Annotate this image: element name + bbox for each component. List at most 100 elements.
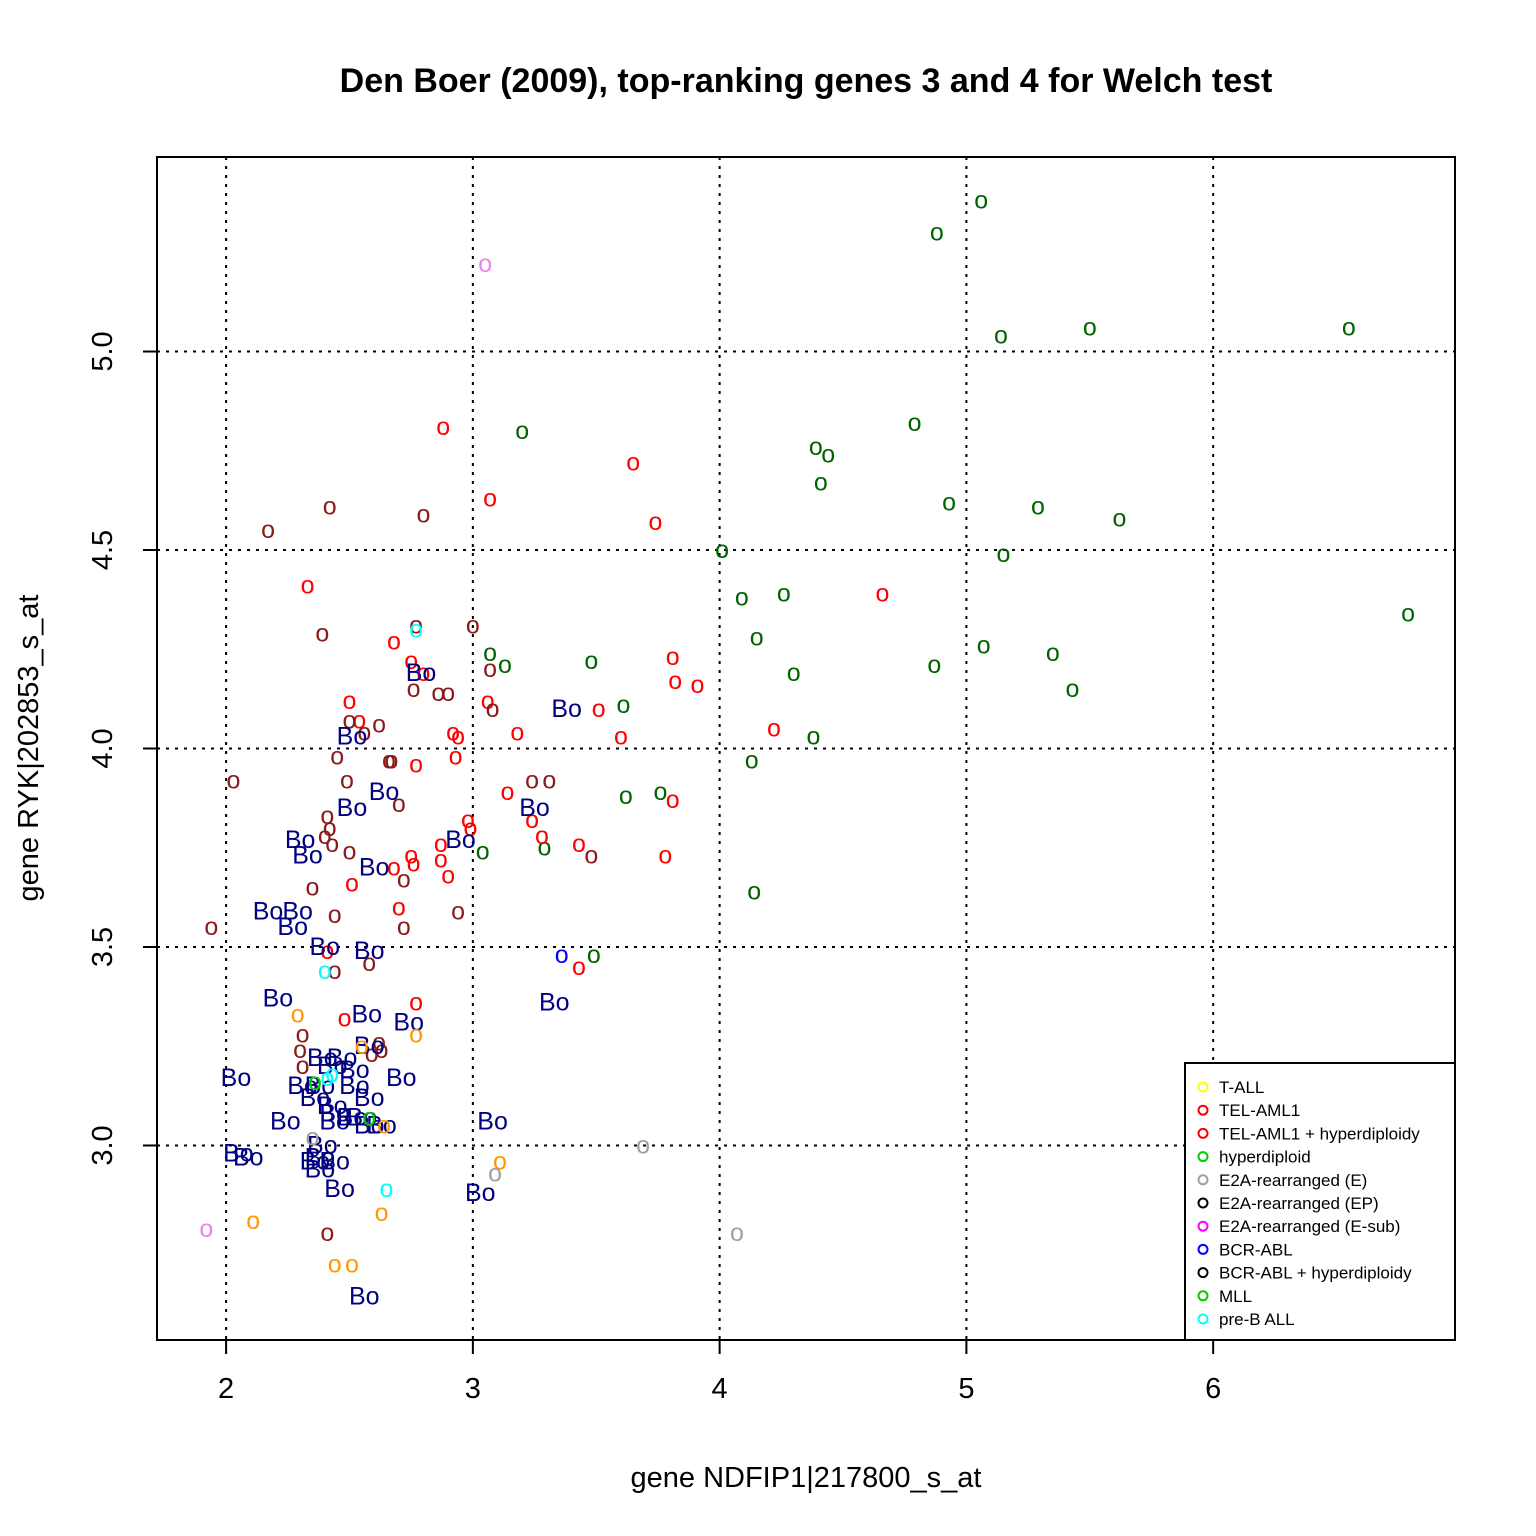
data-point: Bo	[221, 1064, 252, 1092]
data-point: Bo	[337, 1104, 368, 1132]
data-point: Bo	[327, 1044, 358, 1072]
data-point: o	[375, 1199, 389, 1227]
data-point: o	[777, 580, 791, 608]
data-point: o	[626, 449, 640, 477]
data-point: Bo	[369, 778, 400, 806]
data-point: o	[461, 806, 475, 834]
data-point: o	[653, 778, 667, 806]
data-point: o	[441, 862, 455, 890]
data-point: o	[407, 675, 421, 703]
data-point: o	[308, 1068, 322, 1096]
data-point: o	[767, 715, 781, 743]
data-point: o	[246, 1207, 260, 1235]
data-point: o	[584, 842, 598, 870]
data-point: Bo	[300, 1147, 331, 1175]
data-point: Bo	[307, 1131, 338, 1159]
data-point: Bo	[319, 1100, 350, 1128]
data-point: o	[930, 218, 944, 246]
data-point: o	[1112, 504, 1126, 532]
data-point: o	[478, 250, 492, 278]
data-point: Bo	[551, 695, 582, 723]
data-point: o	[614, 723, 628, 751]
data-point: o	[377, 1112, 391, 1140]
data-point: o	[320, 1064, 334, 1092]
data-point: o	[407, 850, 421, 878]
data-point: Bo	[519, 794, 550, 822]
data-point: Bo	[233, 1143, 264, 1171]
data-point: o	[372, 711, 386, 739]
y-tick-label: 3.5	[87, 927, 119, 967]
data-point: o	[463, 814, 477, 842]
data-point: Bo	[305, 1143, 336, 1171]
data-point: Bo	[349, 1282, 380, 1310]
data-point: Bo	[305, 1155, 336, 1183]
legend-marker	[1197, 1313, 1209, 1325]
y-tick-label: 4.0	[87, 728, 119, 768]
data-point: o	[666, 786, 680, 814]
data-point: o	[357, 719, 371, 747]
data-point: o	[328, 957, 342, 985]
data-point: o	[942, 488, 956, 516]
data-point: o	[446, 719, 460, 747]
data-point: o	[227, 766, 241, 794]
data-point: Bo	[354, 1032, 385, 1060]
data-point: Bo	[319, 1108, 350, 1136]
data-point: Bo	[393, 1008, 424, 1036]
data-point: o	[362, 949, 376, 977]
legend-label: pre-B ALL	[1219, 1310, 1295, 1329]
data-point: o	[352, 707, 366, 735]
data-point: o	[434, 846, 448, 874]
data-point: o	[515, 417, 529, 445]
data-point: Bo	[253, 897, 284, 925]
data-point: Bo	[539, 989, 570, 1017]
data-point: Bo	[347, 1104, 378, 1132]
data-point: o	[927, 651, 941, 679]
data-point: o	[572, 830, 586, 858]
legend-marker	[1197, 1127, 1209, 1139]
data-point: o	[404, 647, 418, 675]
data-point: o	[451, 723, 465, 751]
data-point: o	[345, 1251, 359, 1279]
legend-label: E2A-rearranged (E-sub)	[1219, 1217, 1400, 1236]
data-point: o	[387, 854, 401, 882]
data-point: o	[345, 869, 359, 897]
data-point: o	[306, 873, 320, 901]
data-point: Bo	[477, 1108, 508, 1136]
data-point: o	[382, 746, 396, 774]
legend-marker	[1197, 1104, 1209, 1116]
data-point: o	[1401, 600, 1415, 628]
data-point: Bo	[319, 1147, 350, 1175]
data-point: o	[466, 611, 480, 639]
data-point: o	[649, 508, 663, 536]
data-point: o	[409, 989, 423, 1017]
data-point: o	[387, 627, 401, 655]
legend-label: T-ALL	[1219, 1078, 1264, 1097]
data-point: o	[338, 1004, 352, 1032]
data-point: o	[355, 1032, 369, 1060]
data-point: o	[977, 631, 991, 659]
data-point: o	[500, 778, 514, 806]
data-point: o	[343, 687, 357, 715]
data-point: o	[409, 611, 423, 639]
data-point: o	[666, 643, 680, 671]
data-point: Bo	[305, 1072, 336, 1100]
data-point: o	[745, 746, 759, 774]
data-point: o	[323, 814, 337, 842]
data-point: o	[434, 830, 448, 858]
x-tick-label: 2	[218, 1373, 234, 1405]
data-point: o	[293, 1036, 307, 1064]
y-axis: 3.0 3.5 4.0 4.5 5.0	[87, 331, 157, 1166]
data-point: o	[343, 838, 357, 866]
data-point: Bo	[287, 1072, 318, 1100]
data-point: o	[417, 500, 431, 528]
data-point: o	[658, 842, 672, 870]
data-point: Bo	[339, 1056, 370, 1084]
legend-box	[1184, 1062, 1456, 1341]
y-axis-label: gene RYK|202853_s_at	[13, 595, 45, 902]
legend-marker	[1197, 1151, 1209, 1163]
data-point: o	[730, 1219, 744, 1247]
data-point: Bo	[359, 854, 390, 882]
data-point: Bo	[354, 1084, 385, 1112]
